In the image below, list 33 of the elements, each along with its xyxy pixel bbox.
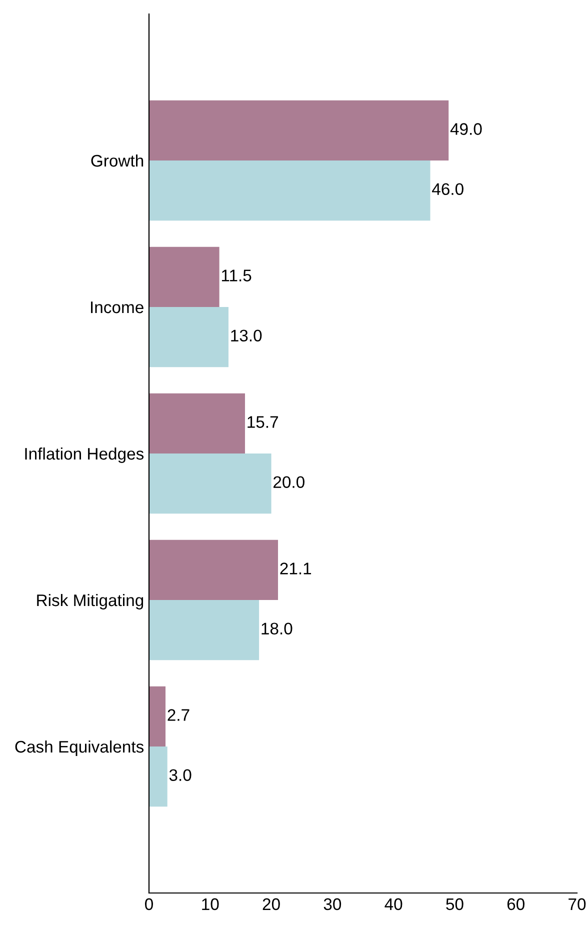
y-tick-label: Income [91,302,144,314]
x-tick-label: 0 [145,898,153,910]
bar [149,686,166,746]
x-tick-label: 20 [262,898,280,910]
x-tick-label: 40 [384,898,402,910]
bar [149,540,278,600]
data-label: 21.1 [280,562,312,574]
data-label: 3.0 [169,769,192,782]
bar [149,100,449,160]
data-label: 18.0 [262,622,292,635]
bar [149,454,272,514]
data-label: 49.0 [450,123,482,135]
x-tick-label: 50 [446,898,464,910]
data-label: 13.0 [231,330,262,342]
y-tick-label: Inflation Hedges [25,447,144,463]
data-label: 46.0 [432,183,464,196]
x-tick-label: 30 [324,898,342,910]
bar [149,393,245,454]
bar [149,600,260,660]
y-tick-label: Cash Equivalents [15,740,144,756]
x-tick-label: 70 [568,898,586,910]
y-tick-label: Risk Mitigating [37,594,144,610]
data-label: 11.5 [222,270,252,282]
bar [149,246,220,307]
data-label: 20.0 [274,476,304,488]
bar [149,307,228,368]
data-label: 15.7 [248,416,278,428]
bar [149,160,430,221]
data-label: 2.7 [168,709,190,721]
x-tick-label: 60 [507,898,524,910]
x-tick-label: 10 [202,898,219,910]
y-tick-label: Growth [91,154,144,167]
bar [149,746,168,807]
